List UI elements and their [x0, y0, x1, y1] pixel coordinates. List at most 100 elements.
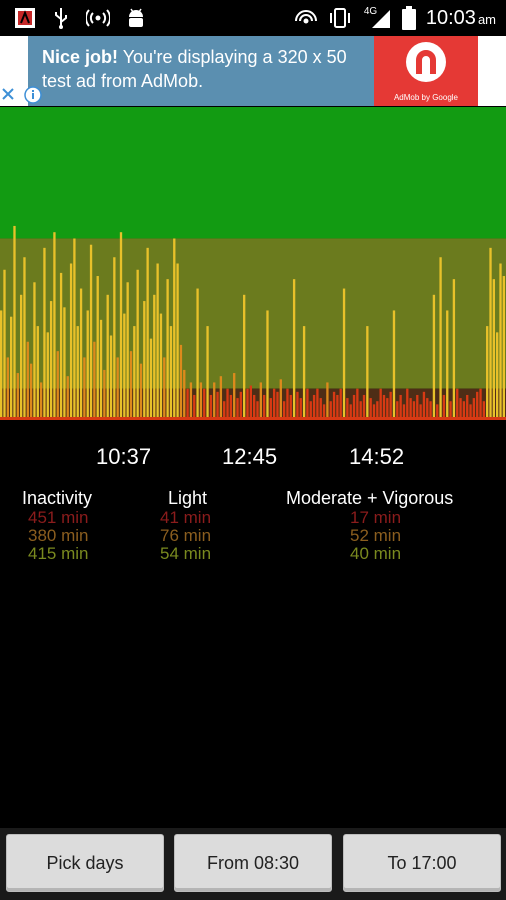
activity-bar — [36, 326, 39, 420]
zone-light — [0, 238, 506, 389]
ad-body: You're displaying a 320 x 50 test ad fro… — [42, 47, 347, 91]
activity-bar — [96, 276, 99, 420]
admob-caption: AdMob by Google — [393, 93, 459, 102]
activity-bar — [329, 401, 332, 420]
activity-bar — [179, 344, 183, 420]
activity-bar — [33, 282, 36, 420]
activity-bar — [346, 398, 349, 420]
ad-headline: Nice job! — [42, 47, 119, 67]
activity-bar — [279, 379, 282, 420]
stats-inactivity-header: Inactivity — [22, 488, 93, 508]
activity-bar — [272, 388, 276, 420]
ad-banner[interactable]: Nice job! You're displaying a 320 x 50 t… — [0, 36, 506, 106]
activity-bar — [339, 388, 342, 420]
activity-bar — [223, 401, 226, 420]
activity-bar — [166, 279, 169, 420]
activity-bar — [389, 391, 392, 420]
activity-bar — [46, 332, 49, 420]
activity-bar — [113, 257, 116, 420]
activity-bar — [133, 326, 136, 420]
status-bar-left — [14, 6, 146, 30]
activity-bar — [392, 310, 396, 420]
activity-bar — [502, 276, 505, 420]
activity-bar — [239, 391, 243, 420]
ad-info-icon[interactable] — [0, 84, 46, 106]
activity-bar — [452, 279, 456, 420]
activity-bar — [286, 388, 289, 420]
activity-bar — [116, 357, 119, 420]
activity-bar — [399, 394, 402, 420]
activity-bar — [189, 382, 193, 420]
activity-bar — [216, 391, 219, 420]
ad-close-controls[interactable] — [0, 84, 42, 106]
activity-bar — [332, 391, 336, 420]
activity-bar — [193, 394, 196, 420]
activity-bar — [29, 363, 33, 420]
vibrate-icon — [329, 8, 350, 28]
activity-bar — [326, 382, 329, 420]
activity-bar — [209, 394, 213, 420]
activity-bar — [382, 394, 386, 420]
activity-bar — [349, 404, 352, 420]
activity-bar — [276, 391, 279, 420]
activity-bar — [409, 398, 412, 420]
activity-bar — [429, 401, 432, 420]
activity-bar — [376, 401, 379, 420]
activity-bar — [66, 376, 69, 420]
status-bar: 4G 10:03 am — [0, 0, 506, 36]
ad-content[interactable]: Nice job! You're displaying a 320 x 50 t… — [28, 36, 478, 106]
activity-bar — [306, 388, 309, 420]
activity-bar — [259, 382, 262, 420]
signal-indicator: 4G — [362, 6, 392, 30]
activity-bar — [6, 357, 9, 420]
activity-bar — [23, 257, 26, 420]
activity-bar — [226, 388, 229, 420]
activity-bar — [366, 326, 369, 420]
from-time-button[interactable]: From 08:30 — [174, 834, 332, 892]
activity-bar — [419, 404, 422, 420]
pick-days-button[interactable]: Pick days — [6, 834, 164, 892]
activity-bar — [436, 404, 439, 420]
activity-bar — [93, 341, 96, 420]
activity-bar — [486, 326, 489, 420]
activity-bar — [402, 404, 406, 420]
stats-light-value-3: 54 min — [160, 544, 212, 563]
stats-light-value-2: 76 min — [160, 526, 212, 545]
activity-bar — [406, 388, 409, 420]
activity-bar — [89, 244, 93, 420]
stats-light-header: Light — [168, 488, 208, 508]
app-notification-icon — [15, 8, 35, 28]
activity-bar — [372, 404, 376, 420]
wifi-hotspot-icon — [294, 10, 317, 24]
activity-bar — [266, 310, 269, 420]
activity-bar — [153, 294, 156, 420]
activity-bar — [356, 388, 359, 420]
admob-logo-icon — [406, 42, 446, 82]
activity-bar — [246, 388, 249, 420]
activity-bar — [206, 326, 209, 420]
activity-bar — [0, 310, 3, 420]
to-time-button[interactable]: To 17:00 — [343, 834, 501, 892]
activity-bar — [472, 398, 476, 420]
activity-bar — [243, 294, 246, 420]
activity-bar — [412, 401, 416, 420]
stats-moderate-value-1: 17 min — [350, 508, 402, 527]
clock-time: 10:03 — [425, 6, 476, 29]
activity-bar — [322, 404, 326, 420]
activity-bar — [39, 382, 43, 420]
activity-bar — [203, 388, 206, 420]
activity-bar — [69, 263, 73, 420]
activity-bar — [496, 332, 499, 420]
activity-bar — [9, 316, 13, 420]
activity-bar — [159, 313, 163, 420]
activity-bar — [309, 401, 312, 420]
stats-inactivity-value-3: 415 min — [28, 544, 89, 563]
activity-bar — [336, 394, 339, 420]
activity-bar — [292, 279, 296, 420]
activity-bar — [146, 247, 149, 420]
activity-bar — [253, 394, 256, 420]
activity-bar — [379, 388, 382, 420]
stats-light: Light 41 min 76 min 54 min — [160, 488, 211, 563]
activity-bar — [139, 363, 143, 420]
activity-bar — [59, 272, 63, 420]
